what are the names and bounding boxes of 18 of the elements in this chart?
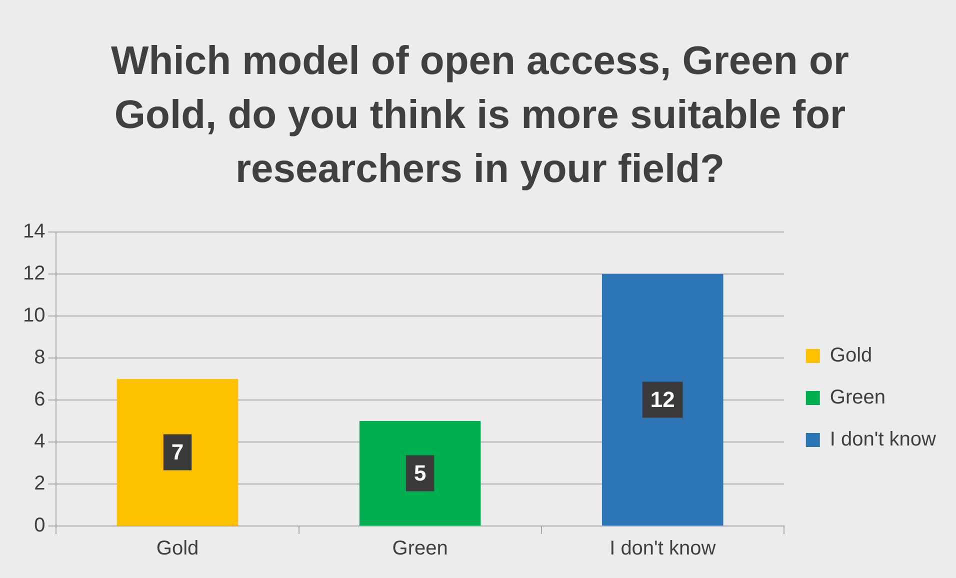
legend-label: Gold	[830, 344, 872, 367]
y-tick-label: 10	[22, 304, 46, 327]
y-tick-label: 8	[34, 346, 46, 369]
y-tick-label: 2	[34, 472, 46, 495]
data-label: 5	[414, 460, 426, 486]
y-tick-label: 0	[34, 514, 46, 537]
x-tick-label: Gold	[156, 538, 199, 560]
data-label: 7	[171, 439, 184, 464]
legend-label: Green	[830, 386, 886, 409]
x-tick-label: Green	[392, 538, 448, 560]
legend-label: I don't know	[830, 428, 937, 451]
y-tick-label: 6	[34, 388, 46, 411]
y-tick-label: 4	[34, 430, 46, 453]
y-tick-label: 14	[22, 220, 46, 243]
data-label: 12	[650, 386, 675, 412]
y-tick-label: 12	[22, 262, 46, 285]
chart-title: Which model of open access, Green or Gold, do you think is more suitable for researchers in your field?	[110, 38, 850, 193]
x-tick-label: I don't know	[610, 538, 716, 560]
